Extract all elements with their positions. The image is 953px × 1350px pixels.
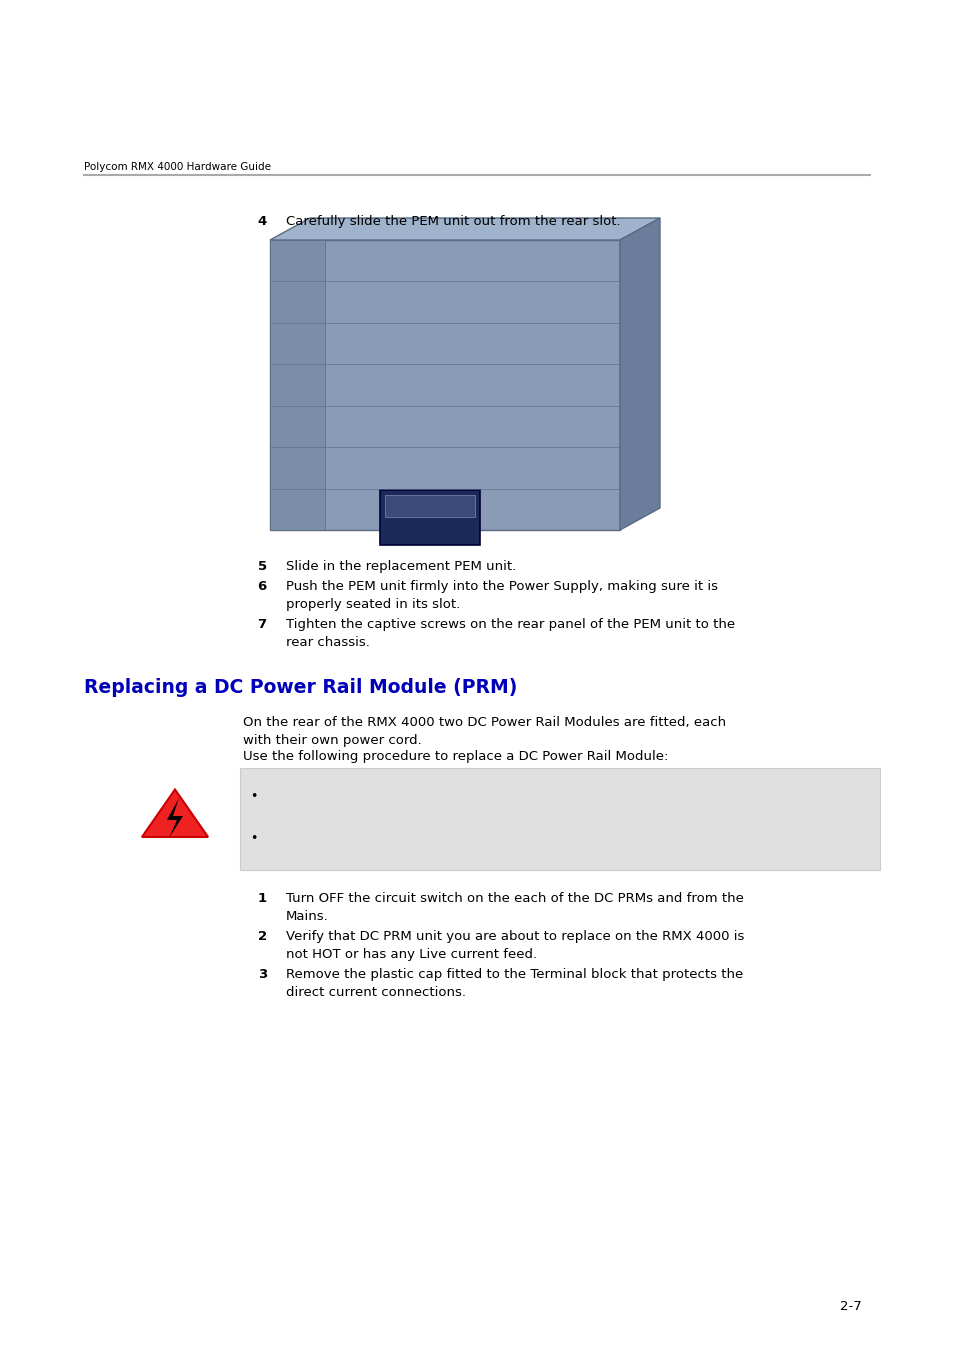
Text: 4: 4: [257, 215, 267, 228]
Text: Mains.: Mains.: [286, 910, 329, 923]
Text: Verify that DC PRM unit you are about to replace on the RMX 4000 is: Verify that DC PRM unit you are about to…: [286, 930, 743, 944]
Polygon shape: [385, 495, 475, 517]
Text: Use the following procedure to replace a DC Power Rail Module:: Use the following procedure to replace a…: [243, 751, 668, 763]
Text: 5: 5: [257, 560, 267, 572]
Text: direct current connections.: direct current connections.: [286, 986, 466, 999]
Polygon shape: [270, 240, 619, 531]
Text: 2: 2: [257, 930, 267, 944]
Polygon shape: [270, 217, 659, 240]
Text: with their own power cord.: with their own power cord.: [243, 734, 421, 747]
Polygon shape: [240, 768, 879, 869]
Text: not HOT or has any Live current feed.: not HOT or has any Live current feed.: [286, 948, 537, 961]
Text: Slide in the replacement PEM unit.: Slide in the replacement PEM unit.: [286, 560, 516, 572]
Text: 6: 6: [257, 580, 267, 593]
Text: Push the PEM unit firmly into the Power Supply, making sure it is: Push the PEM unit firmly into the Power …: [286, 580, 718, 593]
Polygon shape: [379, 490, 479, 545]
Text: Tighten the captive screws on the rear panel of the PEM unit to the: Tighten the captive screws on the rear p…: [286, 618, 735, 630]
Text: rear chassis.: rear chassis.: [286, 636, 370, 649]
Text: 7: 7: [257, 618, 267, 630]
Text: 2-7: 2-7: [840, 1300, 861, 1314]
Text: Replacing a DC Power Rail Module (PRM): Replacing a DC Power Rail Module (PRM): [84, 678, 517, 697]
Text: 1: 1: [257, 892, 267, 904]
Text: Turn OFF the circuit switch on the each of the DC PRMs and from the: Turn OFF the circuit switch on the each …: [286, 892, 743, 904]
Text: •: •: [250, 832, 257, 845]
Polygon shape: [270, 240, 325, 531]
Text: Remove the plastic cap fitted to the Terminal block that protects the: Remove the plastic cap fitted to the Ter…: [286, 968, 742, 981]
Text: properly seated in its slot.: properly seated in its slot.: [286, 598, 460, 612]
Polygon shape: [142, 790, 208, 837]
Text: 3: 3: [257, 968, 267, 981]
Text: •: •: [250, 790, 257, 803]
Text: Carefully slide the PEM unit out from the rear slot.: Carefully slide the PEM unit out from th…: [286, 215, 620, 228]
Polygon shape: [619, 217, 659, 531]
Text: On the rear of the RMX 4000 two DC Power Rail Modules are fitted, each: On the rear of the RMX 4000 two DC Power…: [243, 716, 725, 729]
Polygon shape: [167, 798, 183, 838]
Text: Polycom RMX 4000 Hardware Guide: Polycom RMX 4000 Hardware Guide: [84, 162, 271, 171]
